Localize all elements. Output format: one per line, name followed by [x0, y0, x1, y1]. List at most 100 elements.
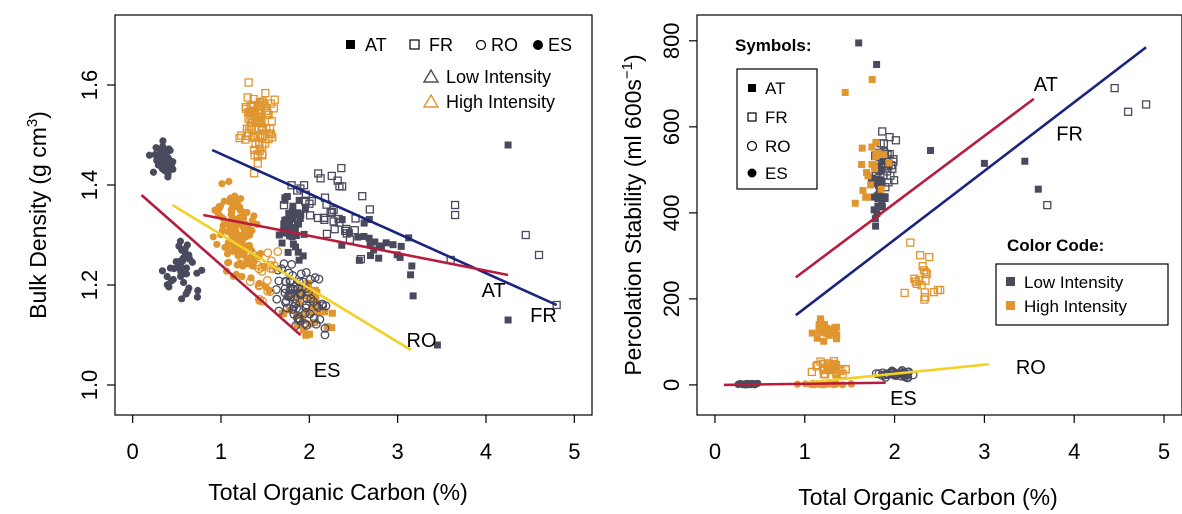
data-point: [355, 256, 363, 264]
data-point: [889, 155, 898, 164]
line-label-at: AT: [482, 280, 506, 302]
data-point: [855, 39, 863, 47]
data-point: [149, 168, 158, 176]
data-point: [300, 319, 310, 329]
data-point: [354, 233, 362, 241]
data-point: [302, 331, 310, 339]
data-point: [292, 243, 300, 251]
data-point: [450, 210, 460, 220]
data-point: [338, 241, 346, 249]
data-point: [193, 269, 201, 277]
data-point: [322, 229, 332, 239]
legend-label-ro: RO: [765, 137, 791, 156]
data-point: [314, 169, 323, 178]
data-point: [319, 213, 329, 222]
data-point: [302, 320, 312, 330]
regression-lines: AT FR RO ES: [723, 46, 1147, 410]
data-point: [296, 283, 304, 291]
data-point: [360, 232, 368, 240]
data-point: [329, 217, 338, 226]
data-point: [872, 222, 880, 230]
data-point: [409, 292, 417, 300]
y-tick-label: 1.4: [77, 170, 102, 201]
y-tick-label: 400: [659, 194, 684, 231]
legend-label-high: High Intensity: [1024, 297, 1127, 316]
legend-symbol-at: [346, 40, 355, 49]
data-point: [821, 328, 829, 336]
legend-label-es: ES: [548, 35, 572, 55]
data-point: [315, 314, 325, 324]
data-point: [182, 264, 191, 272]
data-point: [302, 294, 312, 304]
data-point: [265, 287, 275, 296]
data-point: [980, 159, 988, 167]
data-point: [433, 341, 441, 349]
data-point: [382, 239, 390, 247]
data-point: [249, 106, 258, 115]
data-point: [833, 331, 841, 339]
regression-line-es: [723, 381, 886, 387]
legend-triangle-high: [422, 93, 440, 108]
data-point: [181, 245, 189, 253]
data-point: [286, 216, 294, 224]
x-tick-label: 1: [215, 439, 227, 464]
data-point: [293, 321, 301, 329]
data-point: [261, 88, 270, 98]
regression-line-es: [140, 194, 302, 336]
legend-label-low: Low Intensity: [446, 67, 551, 87]
data-point: [177, 267, 185, 276]
data-point: [1034, 185, 1042, 193]
data-point: [320, 323, 330, 333]
legend-label-es: ES: [765, 164, 788, 183]
data-point: [274, 276, 284, 286]
data-point: [275, 231, 283, 239]
data-point: [281, 216, 289, 224]
data-point: [900, 288, 909, 298]
data-point: [832, 323, 840, 331]
line-label-es: ES: [314, 360, 341, 382]
data-point: [230, 192, 239, 200]
data-point: [328, 324, 336, 332]
data-point: [254, 113, 263, 123]
y-tick-label: 1.2: [77, 270, 102, 301]
data-point: [145, 151, 154, 159]
data-point: [213, 240, 221, 248]
legend-symbol-fr: [409, 39, 420, 50]
data-point: [831, 327, 839, 335]
data-point: [365, 205, 374, 214]
data-point: [225, 258, 233, 266]
x-tick-label: 0: [709, 439, 721, 464]
data-point: [158, 267, 167, 275]
data-point: [366, 241, 374, 249]
data-point: [396, 253, 404, 261]
data-point: [306, 294, 314, 302]
data-point: [889, 367, 899, 377]
data-point: [836, 366, 845, 376]
x-tick-label: 4: [480, 439, 492, 464]
data-point: [279, 259, 289, 269]
data-point: [220, 197, 228, 205]
legend-label-high: High Intensity: [446, 92, 555, 112]
data-point: [327, 171, 336, 181]
legend-label-low: Low Intensity: [1024, 273, 1124, 292]
data-point: [878, 203, 886, 211]
data-point: [360, 219, 368, 227]
data-point: [301, 205, 309, 213]
data-point: [875, 180, 883, 188]
y-tick-label: 600: [659, 108, 684, 145]
legend-swatch-low: [1006, 277, 1015, 286]
data-point: [820, 337, 828, 345]
color-legend-box: [995, 263, 1169, 326]
data-point: [316, 174, 325, 183]
data-point: [873, 60, 881, 68]
legend-symbol-es: [747, 168, 757, 178]
data-point: [819, 363, 828, 373]
data-point: [307, 287, 315, 295]
color-legend: Color Code: Low Intensity High Intensity: [995, 236, 1169, 326]
data-point: [1141, 100, 1151, 109]
data-point: [875, 191, 883, 199]
data-point: [257, 133, 266, 142]
data-point: [927, 146, 935, 154]
data-point: [166, 264, 174, 272]
data-point: [253, 159, 262, 168]
